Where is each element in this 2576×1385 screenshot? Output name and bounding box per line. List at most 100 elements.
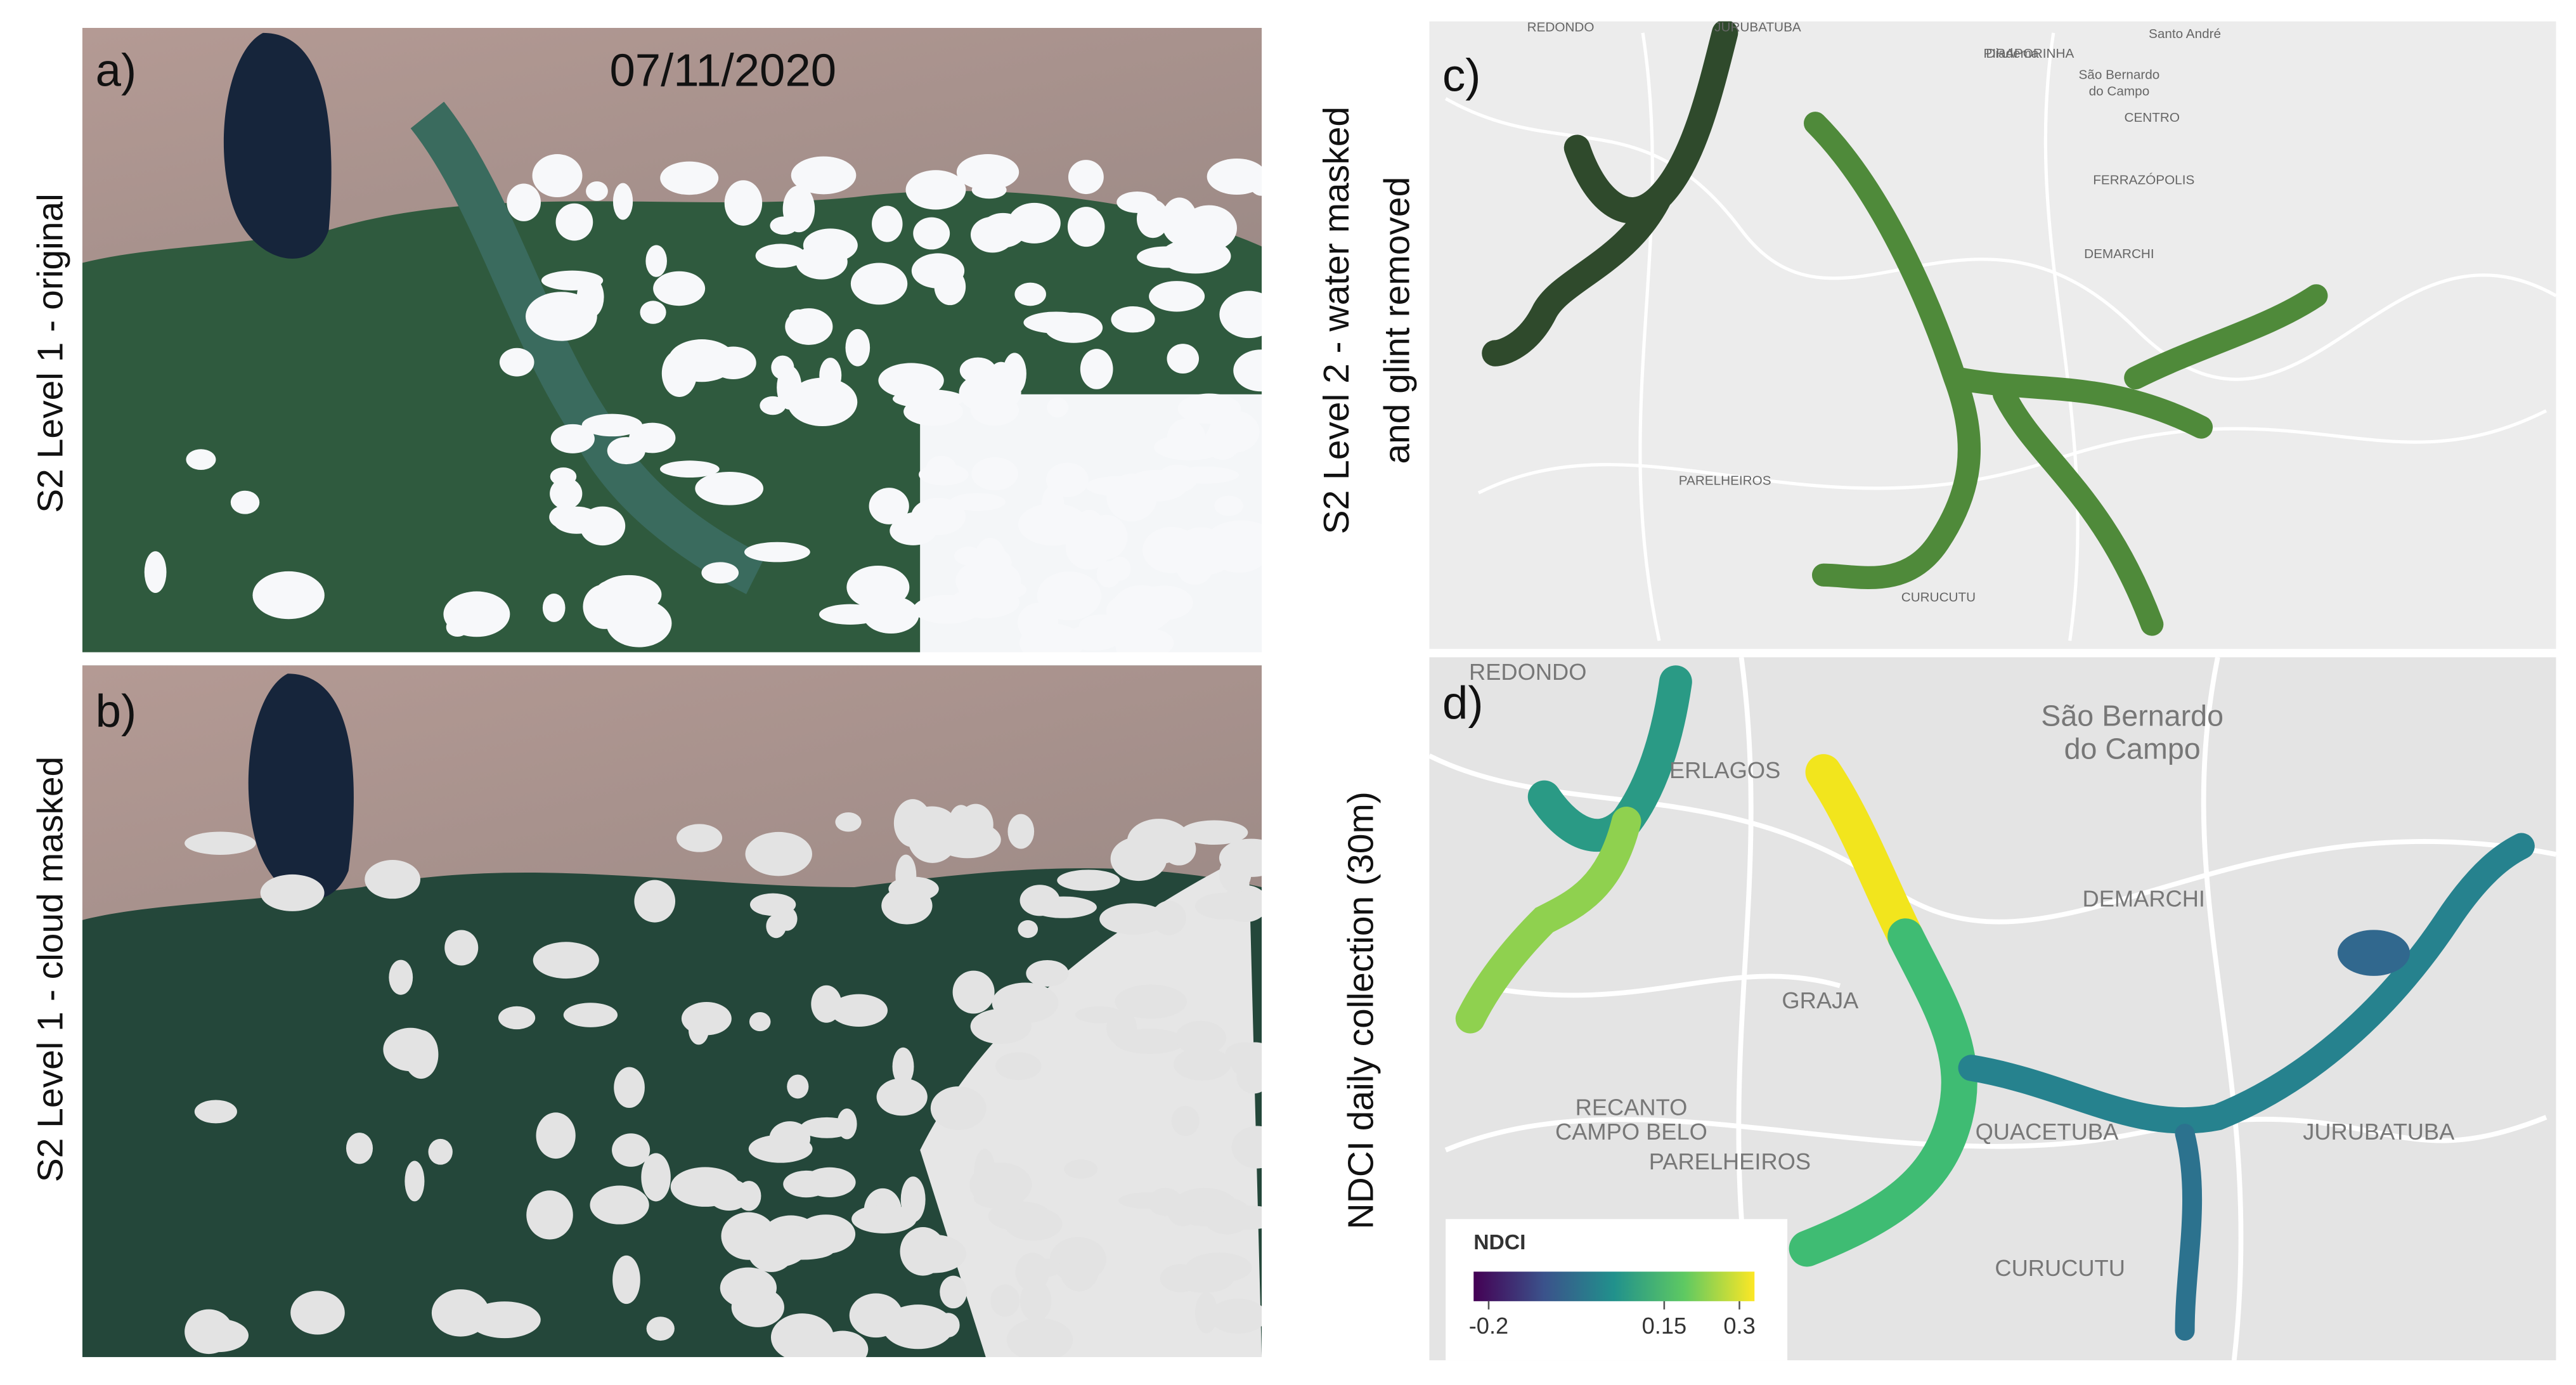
cloud bbox=[499, 348, 534, 377]
map-label: DEMARCHI bbox=[2084, 247, 2154, 261]
cloud bbox=[1019, 623, 1084, 653]
map-label: São Bernardo bbox=[2041, 699, 2223, 732]
cloud bbox=[970, 1008, 1032, 1044]
cloud bbox=[776, 907, 798, 931]
cloud bbox=[579, 506, 626, 546]
cloud bbox=[532, 154, 583, 198]
cloud bbox=[950, 586, 1020, 618]
cloud bbox=[1154, 434, 1225, 460]
cloud bbox=[681, 1002, 732, 1036]
cloud bbox=[660, 161, 719, 195]
cloud bbox=[1207, 158, 1262, 195]
cloud bbox=[748, 1135, 813, 1163]
cloud bbox=[900, 1176, 926, 1223]
cloud bbox=[1206, 520, 1262, 561]
map-label: CAMPO BELO bbox=[1555, 1119, 1707, 1145]
cloud bbox=[444, 930, 479, 966]
cloud bbox=[1023, 311, 1089, 334]
cloud bbox=[1007, 814, 1035, 849]
map-label: FERRAZÓPOLIS bbox=[2093, 172, 2194, 187]
cloud bbox=[1148, 1188, 1182, 1216]
cloud bbox=[913, 217, 950, 250]
cloud bbox=[1137, 246, 1194, 268]
cloud bbox=[1149, 281, 1205, 312]
cloud bbox=[789, 309, 809, 327]
cloud bbox=[736, 1181, 761, 1211]
cloud bbox=[1111, 585, 1172, 633]
map-label: RECANTO bbox=[1576, 1094, 1688, 1120]
map-label: REDONDO bbox=[1469, 659, 1586, 685]
cloud bbox=[612, 183, 633, 220]
cloud bbox=[1006, 1318, 1073, 1357]
cloud bbox=[1157, 464, 1198, 493]
map-label: DEMARCHI bbox=[2083, 885, 2205, 911]
cloud bbox=[835, 812, 862, 832]
map-label: do Campo bbox=[2064, 732, 2201, 765]
cloud bbox=[850, 263, 908, 305]
cloud bbox=[1120, 628, 1174, 653]
cloud bbox=[973, 1187, 1025, 1209]
cloud bbox=[389, 959, 413, 995]
cloud bbox=[188, 1318, 249, 1353]
cloud bbox=[701, 562, 739, 584]
cloud bbox=[819, 358, 842, 393]
cloud bbox=[744, 542, 810, 562]
cloud bbox=[1231, 1126, 1262, 1169]
cloud bbox=[1068, 160, 1104, 195]
cloud bbox=[607, 437, 645, 465]
cloud bbox=[950, 493, 1006, 511]
cloud bbox=[1065, 524, 1111, 570]
colorbar bbox=[1473, 1271, 1755, 1301]
cloud bbox=[1175, 1020, 1227, 1055]
cloud bbox=[892, 1047, 914, 1086]
panel-a-image bbox=[82, 28, 1262, 653]
cloud bbox=[1142, 526, 1201, 573]
cloud bbox=[724, 180, 763, 226]
cloud bbox=[668, 339, 736, 382]
cloud bbox=[947, 805, 975, 850]
cloud bbox=[612, 1133, 650, 1167]
cloud bbox=[787, 377, 858, 427]
cloud bbox=[260, 874, 325, 911]
cloud bbox=[403, 1030, 439, 1079]
cloud bbox=[550, 424, 595, 453]
panel-letter: b) bbox=[96, 686, 137, 737]
cloud bbox=[563, 1003, 618, 1027]
cloud bbox=[1248, 169, 1262, 196]
cloud bbox=[846, 565, 910, 609]
cloud bbox=[1067, 207, 1105, 247]
cloud bbox=[1209, 1298, 1262, 1334]
cloud bbox=[1111, 306, 1155, 333]
cloud bbox=[755, 244, 806, 268]
cloud bbox=[911, 253, 965, 289]
map-label: Diadema bbox=[1986, 46, 2039, 61]
cloud bbox=[990, 1284, 1020, 1317]
cloud bbox=[1096, 561, 1121, 588]
cloud bbox=[645, 245, 667, 277]
cloud bbox=[184, 831, 256, 855]
cloud bbox=[194, 1100, 237, 1124]
cloud bbox=[1136, 199, 1169, 238]
cloud bbox=[930, 1086, 987, 1131]
cloud bbox=[1171, 1105, 1200, 1136]
map-label: PARELHEIROS bbox=[1649, 1148, 1811, 1174]
cloud bbox=[670, 1167, 740, 1207]
cloud bbox=[890, 516, 937, 545]
cloud bbox=[550, 478, 583, 510]
cloud bbox=[878, 363, 944, 398]
cloud bbox=[970, 394, 1019, 426]
cloud bbox=[290, 1291, 345, 1335]
cloud bbox=[1177, 393, 1241, 424]
cloud bbox=[952, 970, 995, 1014]
cloud bbox=[614, 1067, 645, 1109]
colorbar-tick-label: -0.2 bbox=[1469, 1313, 1509, 1339]
cloud bbox=[653, 271, 706, 306]
side-label: S2 Level 2 - water masked bbox=[1316, 107, 1357, 535]
colorbar-tick-label: 0.3 bbox=[1723, 1313, 1755, 1339]
cloud bbox=[1106, 474, 1157, 522]
cloud bbox=[659, 460, 720, 478]
cloud bbox=[783, 1170, 830, 1198]
cloud bbox=[845, 328, 871, 367]
cloud bbox=[872, 205, 903, 242]
panel-letter: c) bbox=[1442, 50, 1480, 101]
